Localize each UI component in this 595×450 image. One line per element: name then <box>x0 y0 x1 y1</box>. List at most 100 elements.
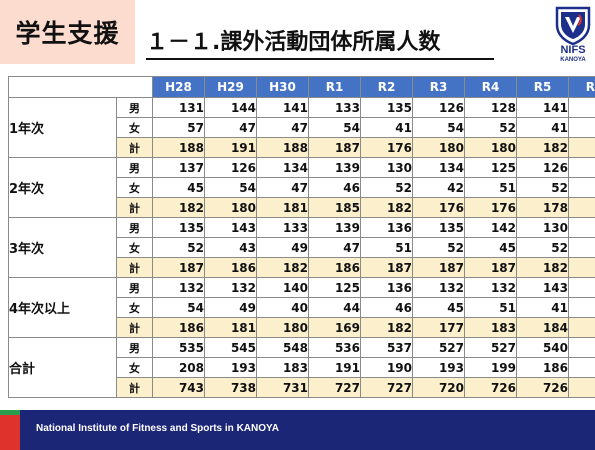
row-label: 計 <box>116 197 153 218</box>
row-label: 男 <box>116 337 153 358</box>
table-row: 女455447465242515241 <box>9 177 595 198</box>
page-title: １－１.課外活動団体所属人数 <box>146 30 441 55</box>
value-cell: 182 <box>516 257 569 278</box>
value-cell: 127 <box>568 97 595 118</box>
value-cell: 41 <box>516 297 569 318</box>
value-cell: 738 <box>204 377 257 398</box>
value-cell: 133 <box>256 217 309 238</box>
row-label: 計 <box>116 377 153 398</box>
value-cell: 54 <box>204 177 257 198</box>
value-cell: 208 <box>152 357 205 378</box>
value-cell: 535 <box>152 337 205 358</box>
value-cell: 732 <box>568 377 595 398</box>
value-cell: 548 <box>256 337 309 358</box>
column-header: R3 <box>412 76 465 98</box>
column-header: R1 <box>308 76 361 98</box>
value-cell: 134 <box>412 157 465 178</box>
title-underline <box>146 58 494 60</box>
value-cell: 186 <box>152 317 205 338</box>
table-row: 4年次以上男132132140125136132132143133 <box>8 277 595 338</box>
row-label: 計 <box>116 317 153 338</box>
table-row: 計186181180169182177183184184 <box>9 317 595 338</box>
value-cell: 46 <box>360 297 413 318</box>
value-cell: 182 <box>256 257 309 278</box>
table-row: 計188191188187176180180182176 <box>9 137 595 158</box>
row-label: 女 <box>116 357 153 378</box>
value-cell: 132 <box>152 277 205 298</box>
value-cell: 54 <box>152 297 205 318</box>
logo-sub: KANOYA <box>560 57 586 63</box>
value-cell: 141 <box>516 97 569 118</box>
value-cell: 186 <box>308 257 361 278</box>
value-cell: 183 <box>464 317 517 338</box>
group-label: 4年次以上 <box>8 277 117 338</box>
value-cell: 180 <box>204 197 257 218</box>
row-label: 女 <box>116 297 153 318</box>
value-cell: 186 <box>516 357 569 378</box>
value-cell: 182 <box>360 197 413 218</box>
value-cell: 141 <box>256 97 309 118</box>
value-cell: 182 <box>516 137 569 158</box>
value-cell: 134 <box>256 157 309 178</box>
value-cell: 177 <box>412 317 465 338</box>
value-cell: 187 <box>464 257 517 278</box>
row-label: 計 <box>116 137 153 158</box>
value-cell: 140 <box>256 277 309 298</box>
value-cell: 54 <box>412 117 465 138</box>
nifs-logo: NIFS KANOYA <box>553 5 593 67</box>
value-cell: 52 <box>360 177 413 198</box>
value-cell: 130 <box>516 217 569 238</box>
value-cell: 187 <box>412 257 465 278</box>
value-cell: 142 <box>464 217 517 238</box>
value-cell: 126 <box>516 157 569 178</box>
value-cell: 143 <box>204 217 257 238</box>
table-row: 合計男535545548536537527527540537 <box>8 337 595 398</box>
column-header: H30 <box>256 76 309 98</box>
value-cell: 176 <box>568 137 595 158</box>
value-cell: 52 <box>152 237 205 258</box>
table-row: 1年次男131144141133135126128141127 <box>8 97 595 158</box>
value-cell: 49 <box>204 297 257 318</box>
value-cell: 540 <box>516 337 569 358</box>
value-cell: 191 <box>568 257 595 278</box>
row-label: 女 <box>116 117 153 138</box>
value-cell: 45 <box>464 237 517 258</box>
value-cell: 186 <box>204 257 257 278</box>
value-cell: 176 <box>464 197 517 218</box>
group-label: 1年次 <box>8 97 117 158</box>
value-cell: 181 <box>256 197 309 218</box>
value-cell: 52 <box>516 237 569 258</box>
value-cell: 135 <box>412 217 465 238</box>
footer-red-block <box>0 410 20 450</box>
value-cell: 41 <box>516 117 569 138</box>
value-cell: 545 <box>204 337 257 358</box>
value-cell: 140 <box>568 157 595 178</box>
value-cell: 52 <box>464 117 517 138</box>
value-cell: 44 <box>308 297 361 318</box>
value-cell: 125 <box>308 277 361 298</box>
value-cell: 191 <box>204 137 257 158</box>
value-cell: 731 <box>256 377 309 398</box>
row-label: 男 <box>116 97 153 118</box>
value-cell: 536 <box>308 337 361 358</box>
value-cell: 51 <box>568 297 595 318</box>
value-cell: 743 <box>152 377 205 398</box>
value-cell: 130 <box>360 157 413 178</box>
value-cell: 182 <box>152 197 205 218</box>
value-cell: 49 <box>256 237 309 258</box>
column-header: H29 <box>204 76 257 98</box>
value-cell: 176 <box>360 137 413 158</box>
section-tag: 学生支援 <box>0 0 135 64</box>
table-row: 2年次男137126134139130134125126140 <box>8 157 595 218</box>
value-cell: 57 <box>152 117 205 138</box>
table-row: 女524349475152455254 <box>9 237 595 258</box>
value-cell: 527 <box>412 337 465 358</box>
value-cell: 54 <box>568 237 595 258</box>
column-header: R5 <box>516 76 569 98</box>
shield-logo-icon <box>555 6 591 45</box>
value-cell: 47 <box>256 177 309 198</box>
logo-name: NIFS <box>560 44 586 56</box>
table-row: 女544940444645514151 <box>9 297 595 318</box>
value-cell: 132 <box>464 277 517 298</box>
value-cell: 180 <box>256 317 309 338</box>
